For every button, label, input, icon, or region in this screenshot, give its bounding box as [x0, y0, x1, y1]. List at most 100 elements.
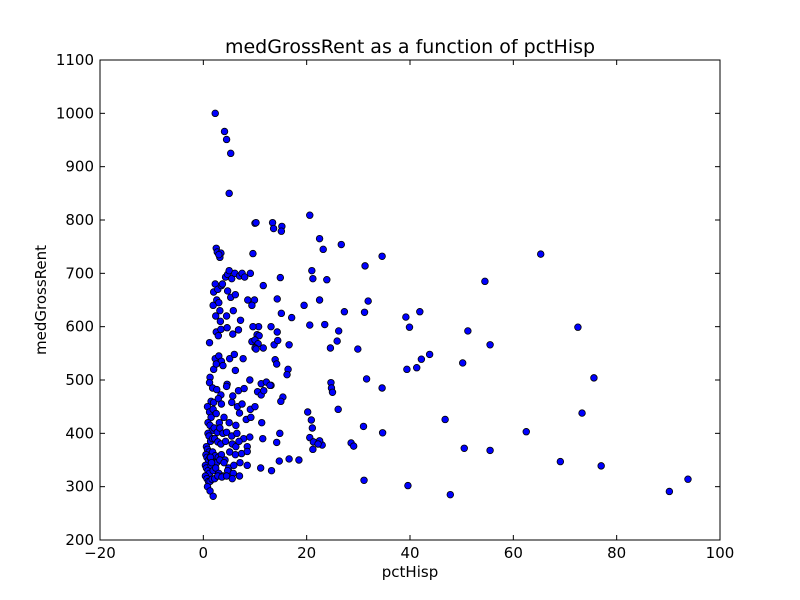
data-point — [212, 409, 220, 418]
data-point — [276, 273, 285, 282]
data-point — [315, 234, 324, 243]
data-point — [378, 384, 386, 392]
data-point — [315, 296, 324, 304]
data-point — [214, 332, 223, 340]
y-tick-label: 500 — [65, 371, 94, 389]
x-tick-label: 60 — [504, 544, 523, 562]
data-point — [285, 455, 293, 463]
data-point — [486, 446, 494, 455]
data-point — [300, 301, 308, 310]
data-point — [238, 400, 246, 408]
x-tick-label: 40 — [400, 544, 419, 562]
data-point — [306, 211, 314, 219]
data-point — [319, 245, 327, 254]
data-point — [243, 461, 251, 470]
data-point — [459, 359, 467, 367]
data-point — [223, 324, 231, 332]
data-point — [205, 338, 214, 347]
data-point — [441, 415, 449, 424]
data-point — [417, 355, 426, 363]
data-point — [214, 394, 223, 403]
y-axis-label: medGrossRent — [32, 245, 50, 355]
data-point — [574, 323, 582, 331]
data-points — [201, 109, 692, 500]
data-point — [333, 337, 341, 345]
data-point — [216, 424, 224, 432]
data-point — [223, 287, 232, 295]
data-point — [216, 306, 224, 315]
data-point — [248, 301, 256, 310]
data-point — [246, 433, 254, 441]
data-point — [361, 262, 369, 270]
data-point — [277, 227, 286, 235]
y-tick-label: 1100 — [56, 51, 94, 69]
data-point — [354, 345, 362, 353]
data-point — [215, 298, 223, 307]
data-point — [464, 327, 472, 335]
y-tick-label: 700 — [65, 264, 94, 282]
data-point — [215, 250, 223, 259]
data-point — [597, 462, 605, 470]
y-tick-label: 400 — [65, 424, 94, 442]
data-point — [235, 472, 244, 480]
data-point — [360, 476, 368, 484]
data-point — [240, 384, 248, 393]
data-point — [425, 350, 434, 359]
data-point — [228, 474, 236, 483]
data-point — [236, 458, 244, 467]
data-point — [246, 376, 254, 384]
data-point — [217, 400, 226, 408]
data-point — [235, 437, 243, 446]
x-tick-label: 100 — [706, 544, 735, 562]
data-point — [275, 457, 283, 465]
data-point — [403, 365, 411, 374]
data-point — [308, 424, 317, 432]
data-point — [209, 492, 217, 500]
data-point — [267, 466, 276, 475]
data-point — [665, 487, 674, 496]
data-point — [249, 249, 257, 258]
data-point — [225, 354, 234, 363]
data-point — [225, 189, 233, 198]
data-point — [404, 481, 412, 490]
data-point — [230, 461, 238, 470]
y-tick-label: 300 — [65, 478, 94, 496]
data-point — [229, 306, 237, 315]
x-tick-label: −20 — [84, 544, 116, 562]
data-point — [216, 317, 225, 326]
data-point — [220, 127, 229, 136]
data-point — [222, 312, 231, 320]
data-point — [321, 320, 329, 329]
data-point — [314, 440, 322, 448]
data-point — [273, 328, 281, 336]
data-point — [206, 487, 214, 495]
plot-area — [100, 60, 720, 540]
x-tick-label: 0 — [199, 544, 209, 562]
data-point — [233, 429, 241, 438]
data-point — [240, 273, 249, 281]
data-point — [247, 413, 255, 422]
data-point — [308, 266, 316, 275]
y-tick-label: 900 — [65, 158, 94, 176]
data-point — [217, 325, 225, 334]
data-point — [231, 366, 240, 375]
data-point — [537, 250, 545, 258]
data-point — [243, 447, 251, 456]
chart-title: medGrossRent as a function of pctHisp — [225, 36, 595, 58]
data-point — [277, 397, 285, 406]
data-point — [230, 350, 239, 359]
data-point — [481, 277, 489, 286]
data-point — [211, 109, 219, 118]
data-point — [236, 316, 245, 324]
data-point — [229, 392, 237, 400]
data-point — [260, 386, 268, 395]
data-point — [235, 409, 244, 417]
data-point — [222, 135, 231, 144]
data-point — [219, 361, 227, 370]
data-point — [225, 418, 233, 427]
data-point — [229, 330, 237, 338]
data-point — [232, 421, 240, 430]
data-point — [258, 418, 266, 427]
